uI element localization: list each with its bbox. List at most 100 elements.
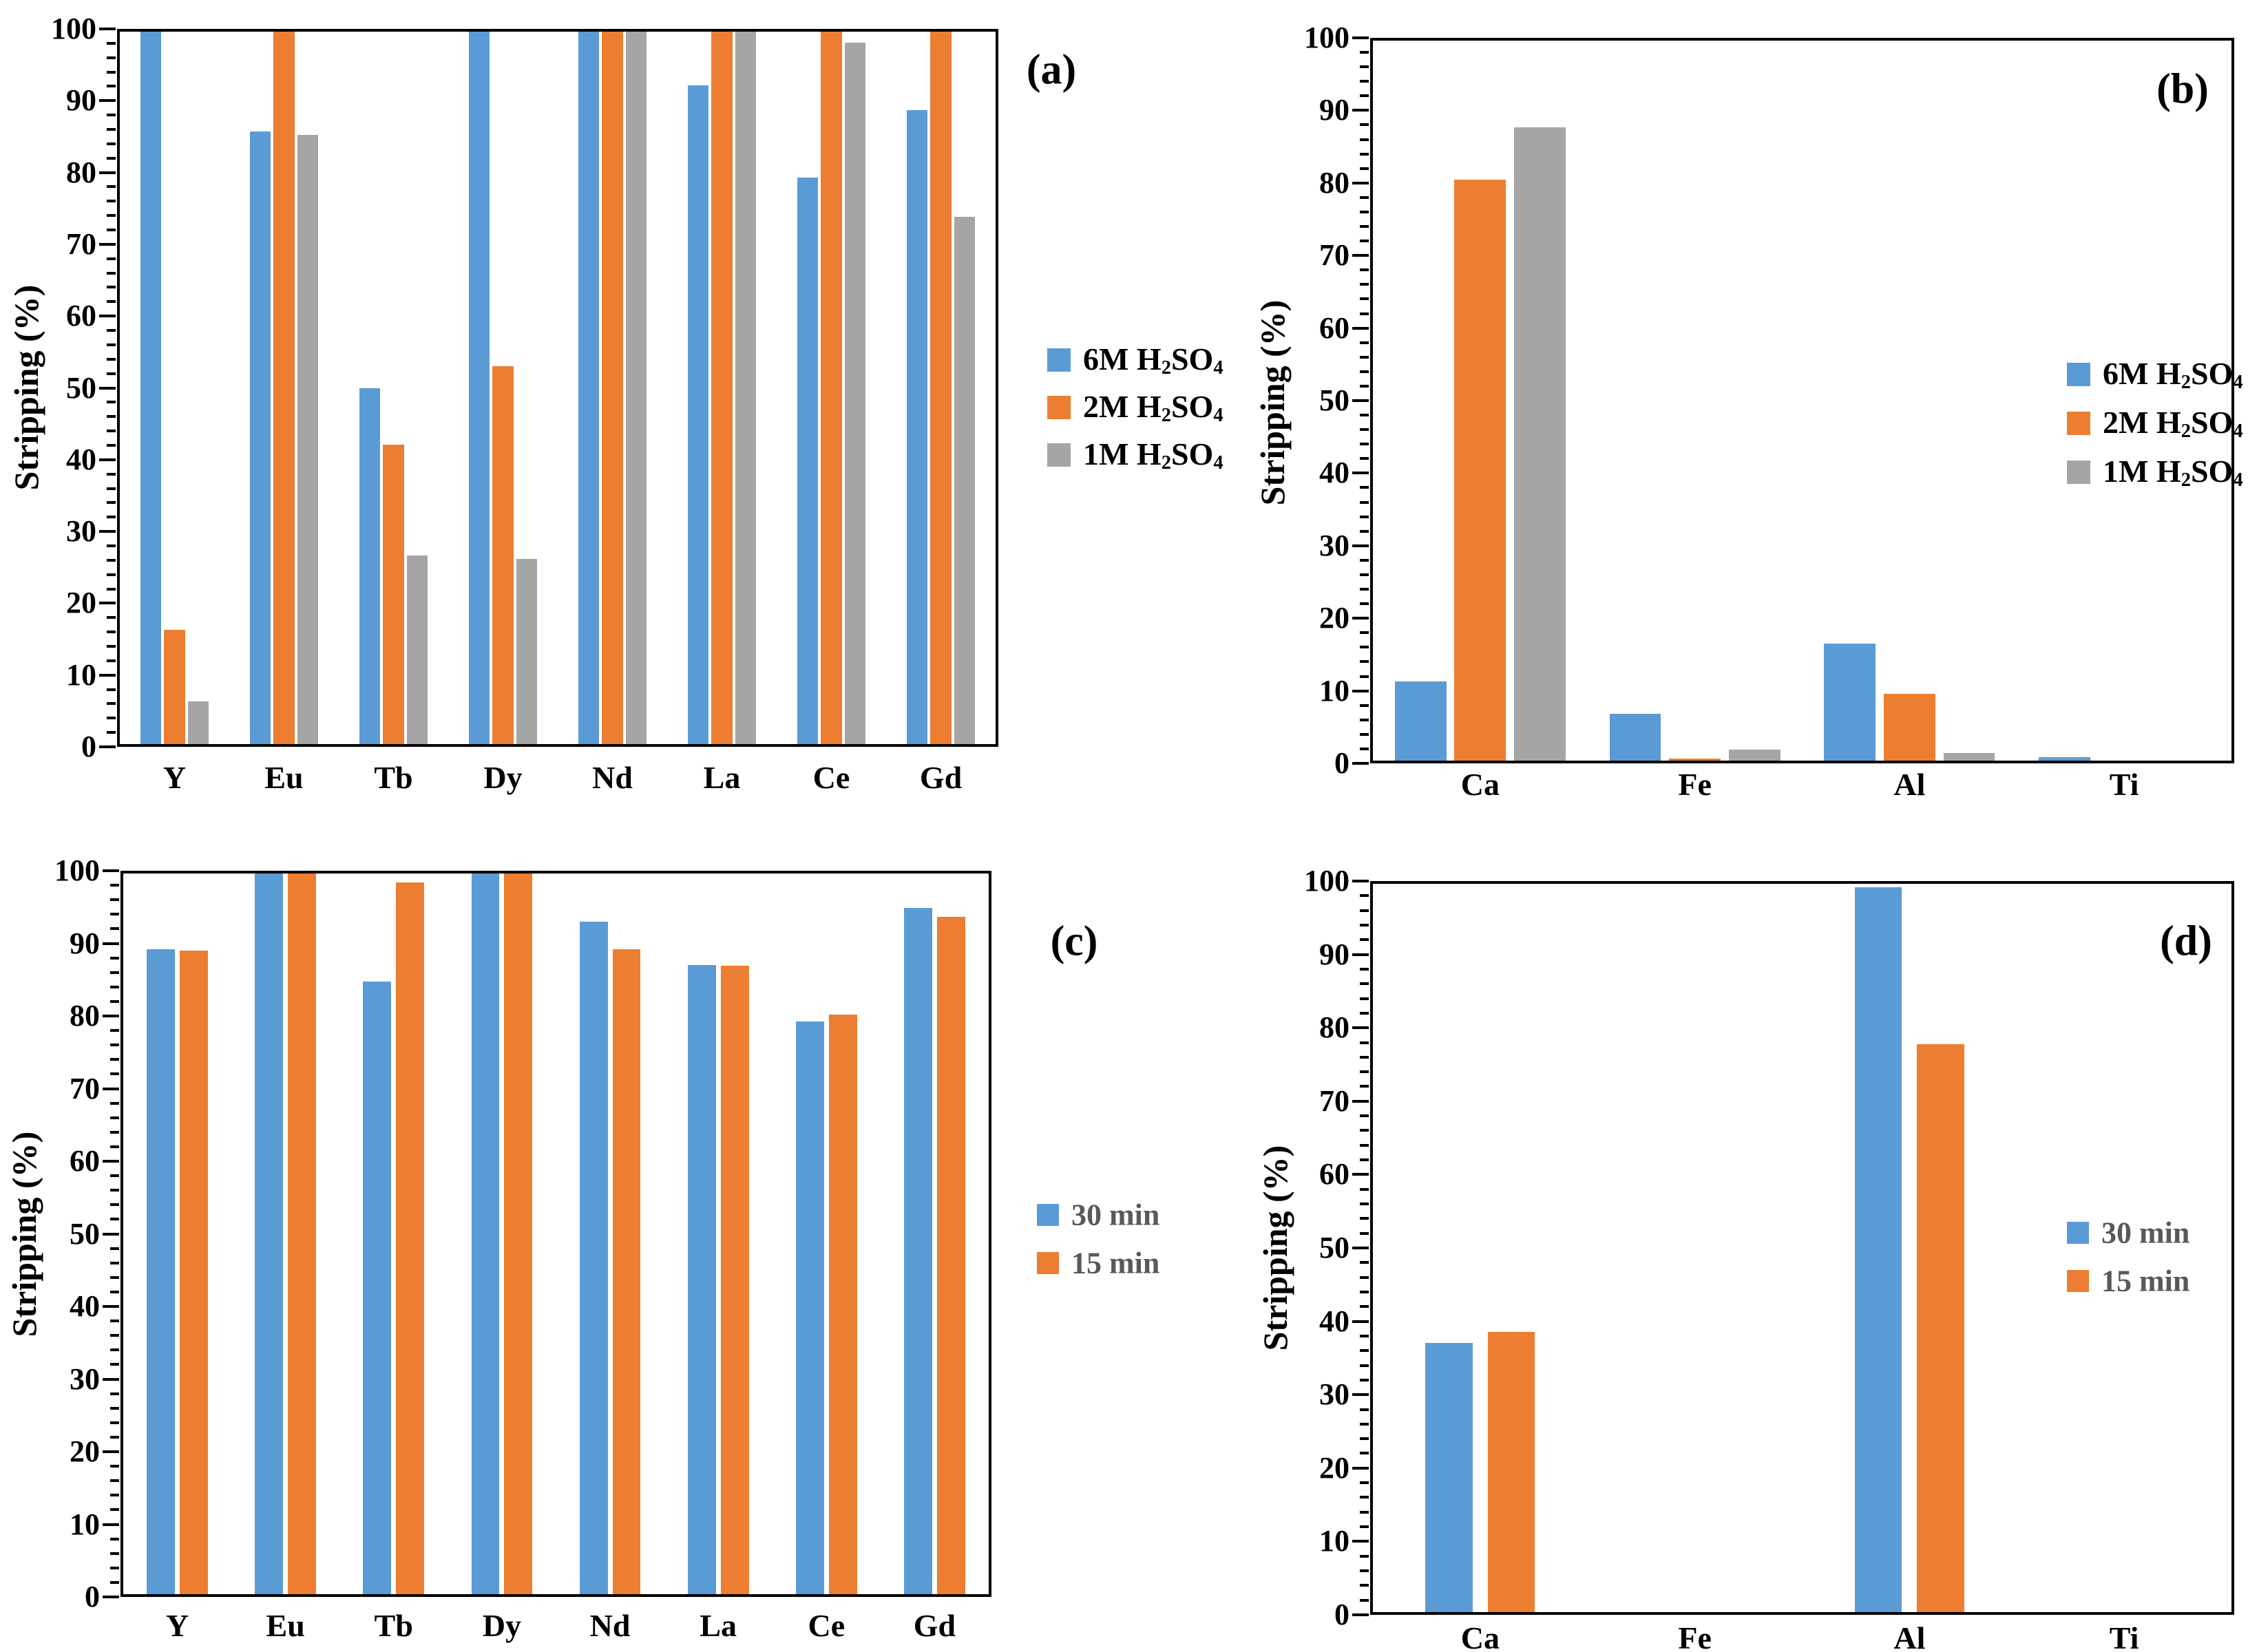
bar-c-ce-15-min — [828, 1015, 857, 1594]
y-minor-tick-b — [1360, 51, 1369, 54]
y-minor-tick-d — [1360, 1041, 1369, 1044]
legend-swatch-b-2m-h2so4 — [2067, 412, 2090, 435]
y-tick-label-d-80: 80 — [1319, 1010, 1349, 1045]
bar-d-ca-15-min — [1487, 1331, 1535, 1612]
y-minor-tick-c — [110, 1275, 119, 1279]
bar-a-dy-6m-h2so4 — [469, 32, 490, 744]
y-minor-tick-b — [1360, 370, 1369, 373]
y-minor-tick-d — [1360, 1349, 1369, 1353]
y-major-tick-a — [99, 171, 116, 174]
bar-a-gd-6m-h2so4 — [907, 109, 928, 744]
y-minor-tick-d — [1360, 967, 1369, 971]
y-minor-tick-b — [1360, 65, 1369, 69]
x-category-label-b-fe: Fe — [1678, 767, 1712, 802]
bar-b-ca-2m-h2so4 — [1454, 179, 1506, 761]
x-category-label-c-eu: Eu — [266, 1608, 305, 1643]
bar-a-tb-6m-h2so4 — [359, 388, 381, 744]
y-minor-tick-c — [110, 1552, 119, 1555]
x-category-label-a-eu: Eu — [264, 760, 304, 795]
y-major-tick-d — [1352, 1613, 1369, 1616]
y-minor-tick-c — [110, 985, 119, 988]
y-major-tick-a — [99, 458, 116, 461]
bar-a-la-6m-h2so4 — [688, 85, 709, 744]
bar-c-eu-30-min — [255, 873, 284, 1594]
bar-c-y-30-min — [147, 949, 176, 1594]
y-minor-tick-d — [1360, 1554, 1369, 1558]
bar-c-tb-15-min — [396, 882, 425, 1594]
y-minor-tick-a — [107, 573, 116, 576]
y-minor-tick-a — [107, 357, 116, 361]
bar-a-nd-6m-h2so4 — [578, 32, 600, 744]
x-category-label-c-y: Y — [165, 1608, 189, 1643]
legend-label-c-30-min: 30 min — [1071, 1198, 1160, 1232]
bar-b-al-2m-h2so4 — [1883, 693, 1935, 761]
y-axis-title-text-d: Stripping (%) — [1256, 1145, 1294, 1351]
y-tick-label-b-0: 0 — [1334, 746, 1349, 780]
y-major-tick-a — [99, 602, 116, 605]
y-minor-tick-b — [1360, 428, 1369, 432]
legend-swatch-c-15-min — [1037, 1252, 1059, 1274]
panel-a-plot-area — [117, 29, 998, 747]
x-category-label-c-la: La — [700, 1608, 737, 1643]
legend-label-c-15-min: 15 min — [1071, 1246, 1160, 1280]
y-minor-tick-c — [110, 956, 119, 960]
y-minor-tick-c — [110, 1435, 119, 1439]
y-minor-tick-b — [1360, 283, 1369, 286]
y-minor-tick-d — [1360, 909, 1369, 912]
x-category-label-c-tb: Tb — [374, 1608, 413, 1643]
bar-c-ce-30-min — [795, 1021, 824, 1594]
y-minor-tick-c — [110, 898, 119, 902]
y-minor-tick-c — [110, 1189, 119, 1192]
x-category-label-a-tb: Tb — [374, 760, 413, 795]
y-major-tick-d — [1352, 1320, 1369, 1323]
legend-swatch-a-2m-h2so4 — [1047, 396, 1071, 419]
y-minor-tick-a — [107, 372, 116, 375]
x-category-label-a-dy: Dy — [483, 760, 523, 795]
y-minor-tick-d — [1360, 1203, 1369, 1206]
y-minor-tick-b — [1360, 80, 1369, 83]
y-minor-tick-a — [107, 717, 116, 720]
y-tick-label-b-40: 40 — [1319, 456, 1349, 490]
y-major-tick-d — [1352, 953, 1369, 956]
legend-label-a-6m-h2so4: 6M H2SO4 — [1083, 341, 1223, 379]
y-major-tick-b — [1352, 254, 1369, 257]
y-minor-tick-c — [110, 1334, 119, 1337]
legend-swatch-c-30-min — [1037, 1204, 1059, 1226]
y-major-tick-a — [99, 386, 116, 390]
y-tick-label-a-50: 50 — [66, 370, 96, 405]
x-category-label-c-dy: Dy — [482, 1608, 522, 1643]
y-tick-label-a-80: 80 — [66, 155, 96, 189]
y-minor-tick-b — [1360, 529, 1369, 533]
y-minor-tick-c — [110, 1392, 119, 1395]
y-minor-tick-b — [1360, 573, 1369, 576]
y-tick-label-b-60: 60 — [1319, 310, 1349, 345]
bar-a-eu-1m-h2so4 — [297, 135, 318, 744]
y-minor-tick-c — [110, 1508, 119, 1512]
y-minor-tick-a — [107, 343, 116, 346]
bar-c-gd-15-min — [936, 916, 965, 1594]
legend-label-b-1m-h2so4: 1M H2SO4 — [2103, 453, 2243, 491]
y-minor-tick-b — [1360, 515, 1369, 518]
y-minor-tick-d — [1360, 1143, 1369, 1147]
y-minor-tick-c — [110, 1320, 119, 1323]
y-axis-title-text-b: Stripping (%) — [1253, 299, 1292, 506]
y-major-tick-d — [1352, 1393, 1369, 1397]
panel-d-plot-area — [1370, 881, 2234, 1615]
y-tick-label-b-20: 20 — [1319, 601, 1349, 635]
bar-b-ca-1m-h2so4 — [1514, 127, 1566, 761]
y-tick-label-d-0: 0 — [1334, 1598, 1349, 1631]
y-minor-tick-d — [1360, 1569, 1369, 1573]
y-minor-tick-a — [107, 659, 116, 662]
y-minor-tick-b — [1360, 660, 1369, 664]
y-minor-tick-a — [107, 85, 116, 88]
y-tick-label-d-70: 70 — [1319, 1083, 1349, 1118]
bar-a-nd-1m-h2so4 — [625, 32, 647, 744]
y-minor-tick-c — [110, 1566, 119, 1569]
y-minor-tick-a — [107, 329, 116, 332]
y-minor-tick-c — [110, 1537, 119, 1540]
legend-label-b-6m-h2so4: 6M H2SO4 — [2103, 355, 2243, 394]
y-major-tick-c — [103, 1305, 119, 1308]
y-minor-tick-a — [107, 544, 116, 547]
y-major-tick-a — [99, 745, 116, 748]
y-minor-tick-c — [110, 927, 119, 931]
